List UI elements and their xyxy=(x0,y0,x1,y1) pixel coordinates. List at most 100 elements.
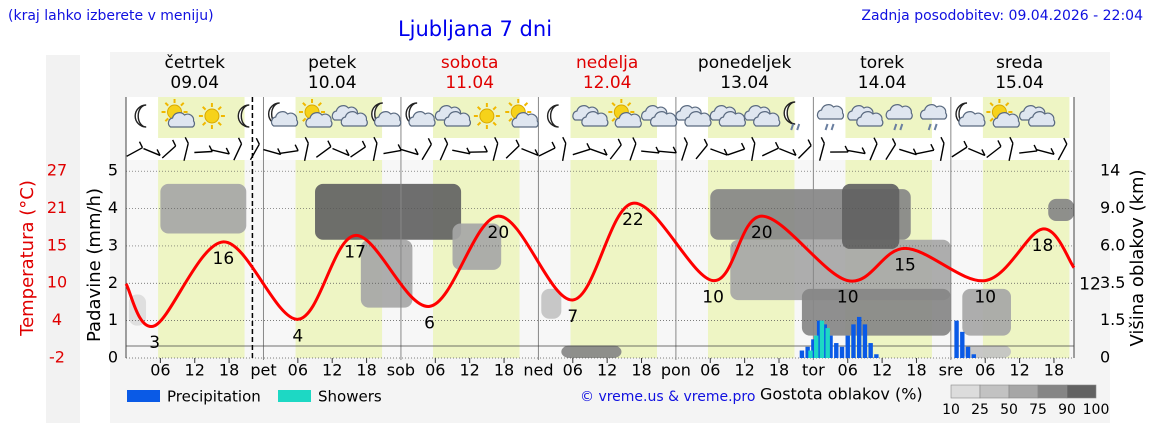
temperature-label: 4 xyxy=(292,326,303,346)
precipitation-bar xyxy=(874,354,879,358)
wind-barb xyxy=(951,146,968,158)
wind-barb xyxy=(847,149,866,155)
cloud-icon xyxy=(718,111,746,127)
sun-ray xyxy=(508,117,513,122)
day-name: nedelja xyxy=(576,53,638,73)
density-level-label: 75 xyxy=(1029,402,1047,418)
precipitation-bar xyxy=(825,328,830,358)
wind-barb xyxy=(315,146,332,158)
wind-barb xyxy=(263,148,281,156)
wind-barb-tick xyxy=(361,140,367,148)
cloud-cell xyxy=(360,239,413,308)
day-date: 13.04 xyxy=(720,73,769,93)
temperature-label: 10 xyxy=(974,288,996,308)
density-swatch xyxy=(950,384,981,399)
wind-barb-tick xyxy=(774,141,780,149)
temperature-tick-label: 10 xyxy=(47,273,67,292)
density-swatch xyxy=(1037,384,1068,399)
x-tick-label: 18 xyxy=(494,361,514,380)
day-name: ponedeljek xyxy=(698,53,792,73)
cloud-icon xyxy=(340,111,368,127)
credit: © vreme.us & vreme.pro xyxy=(580,389,755,405)
temperature-axis-label: Temperatura (°C) xyxy=(17,180,38,337)
x-tick-label: 12 xyxy=(460,361,480,380)
x-tick-label: 06 xyxy=(700,361,720,380)
temperature-tick-label: 27 xyxy=(47,160,67,179)
wind-barb-tick xyxy=(740,142,746,150)
y-tick-label: 2 xyxy=(108,273,118,292)
rain-icon xyxy=(893,123,904,131)
rain-icon xyxy=(927,123,938,131)
cloud-icon xyxy=(919,104,948,120)
wind-barb-tick xyxy=(156,149,161,156)
wind-barb-tick xyxy=(515,139,520,147)
wind-barb xyxy=(211,149,230,155)
sun-ray xyxy=(611,117,616,122)
wind-barb xyxy=(492,143,499,161)
wind-barb xyxy=(695,144,708,160)
wind-barb-tick xyxy=(172,139,177,147)
day-date: 12.04 xyxy=(583,73,632,93)
density-level-label: 10 xyxy=(942,402,960,418)
wind-barb-tick xyxy=(184,136,189,144)
cloud-icon xyxy=(614,112,642,128)
wind-barb xyxy=(161,145,177,159)
moon-icon xyxy=(134,104,147,128)
update-time: Zadnja posodobitev: 09.04.2026 - 22:04 xyxy=(861,8,1143,24)
precipitation-bar xyxy=(965,346,971,358)
precipitation-bar xyxy=(814,335,819,358)
cloud-icon xyxy=(992,112,1020,128)
x-tick-label: 12 xyxy=(734,361,754,380)
day-name: torek xyxy=(860,53,904,73)
y-tick-label: 4 xyxy=(108,198,118,217)
wind-barb xyxy=(939,143,945,161)
x-tick-label: sob xyxy=(387,361,415,380)
wind-barb xyxy=(280,150,299,154)
day-name: petek xyxy=(308,53,356,73)
wind-barb xyxy=(421,143,432,161)
x-tick-label: 12 xyxy=(322,361,342,380)
wind-barb xyxy=(1036,149,1055,155)
moon-icon xyxy=(237,104,250,128)
sun-ray xyxy=(202,121,207,126)
cloud-height-tick-label: 1.5 xyxy=(1100,310,1125,329)
temperature-label: 15 xyxy=(894,255,916,275)
wind-barb xyxy=(916,149,935,155)
x-tick-label: 18 xyxy=(769,361,789,380)
cloud-height-tick-label: 9.0 xyxy=(1100,198,1125,217)
legend-swatch xyxy=(278,390,311,402)
day-name: četrtek xyxy=(165,53,226,73)
precipitation-bar xyxy=(954,320,959,358)
wind-barb-tick xyxy=(494,136,499,144)
wind-barb-tick xyxy=(138,141,144,148)
wind-barb-tick xyxy=(1050,148,1055,155)
chart-title: Ljubljana 7 dni xyxy=(398,17,552,41)
cloud-legend-title: Gostota oblakov (%) xyxy=(760,385,923,404)
temperature-tick-label: -2 xyxy=(49,348,65,367)
text-layer: četrtek09.04petek10.04sobota11.04nedelja… xyxy=(47,53,1126,418)
x-tick-label: 06 xyxy=(425,361,445,380)
temperature-label: 20 xyxy=(751,223,773,243)
wind-barb-tick xyxy=(963,140,968,148)
temperature-tick-label: 15 xyxy=(47,235,67,254)
temperature-tick-label: 21 xyxy=(47,198,67,217)
sun-icon xyxy=(204,108,220,124)
precipitation-bar xyxy=(828,335,833,358)
wind-barb xyxy=(303,143,309,161)
density-level-label: 25 xyxy=(971,402,989,418)
cloud-icon xyxy=(1028,111,1056,127)
precipitation-bar xyxy=(822,324,828,358)
wind-row xyxy=(126,138,1074,160)
cloud-icon xyxy=(650,111,678,127)
wind-barb xyxy=(899,148,917,156)
temperature-label: 12 xyxy=(1079,275,1101,295)
wind-barb-tick xyxy=(820,136,825,144)
x-tick-label: 12 xyxy=(872,361,892,380)
location-note: (kraj lahko izberete v meniju) xyxy=(8,8,214,24)
x-tick-label: 12 xyxy=(597,361,617,380)
grid-layer xyxy=(125,97,1075,363)
precipitation-bar xyxy=(971,354,976,358)
sun-icon xyxy=(479,108,495,124)
precipitation-bar xyxy=(811,339,816,358)
